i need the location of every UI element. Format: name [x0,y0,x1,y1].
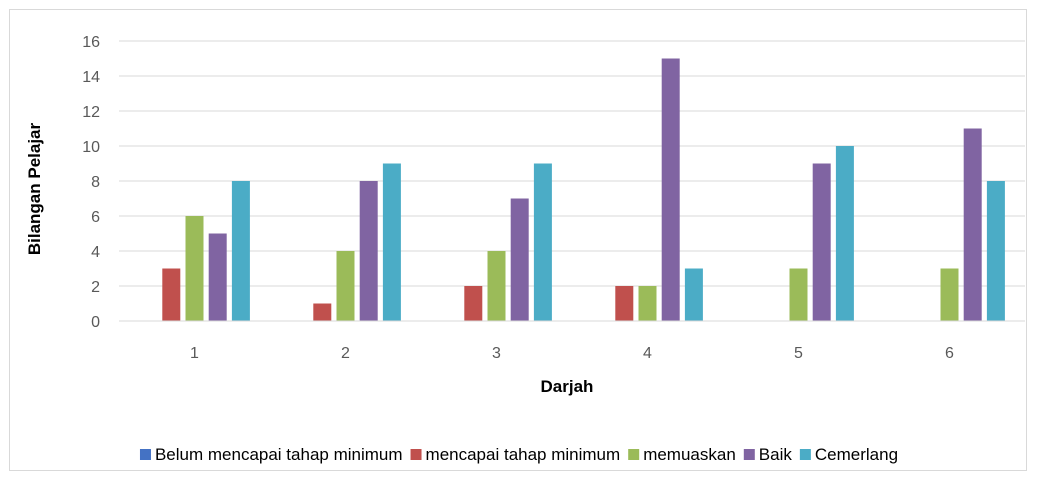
legend-item: Cemerlang [799,445,898,464]
y-tick-label: 16 [82,34,100,51]
x-tick-label: 6 [945,345,954,362]
y-axis-ticks: 0 2 4 6 8 10 12 14 16 [82,34,100,331]
x-tick-label: 5 [794,345,803,362]
bar [533,163,552,321]
legend-swatch [410,449,422,460]
legend-label: Belum mencapai tahap minimum [155,445,403,464]
x-tick-label: 3 [492,345,501,362]
bar [638,286,657,321]
legend-swatch [743,449,755,460]
bar [382,163,401,321]
legend-swatch [799,449,811,460]
x-tick-label: 2 [341,345,350,362]
legend-item: mencapai tahap minimum [410,445,621,464]
legend-item: Baik [743,445,793,464]
bar [359,181,378,321]
bar [963,128,982,321]
y-tick-label: 12 [82,104,100,121]
y-tick-label: 2 [91,279,100,296]
bar [336,251,355,321]
legend-item: Belum mencapai tahap minimum [139,445,403,464]
y-tick-label: 14 [82,69,100,86]
bar [986,181,1005,321]
x-tick-label: 1 [190,345,199,362]
legend-swatch [139,449,151,460]
bar [940,268,959,321]
legend-label: mencapai tahap minimum [426,445,621,464]
bar [313,303,332,321]
bar [185,216,204,321]
y-tick-label: 8 [91,174,100,191]
legend-label: memuaskan [643,445,736,464]
x-tick-label: 4 [643,345,652,362]
y-tick-label: 4 [91,244,100,261]
bar [835,146,854,321]
bar [162,268,181,321]
legend-label: Cemerlang [815,445,898,464]
gridlines [119,40,1025,287]
bar [231,181,250,321]
y-tick-label: 6 [91,209,100,226]
bar [789,268,808,321]
bar [812,163,831,321]
legend-label: Baik [759,445,793,464]
bar [615,286,634,321]
bar [661,58,680,321]
x-axis-title: Darjah [541,377,594,396]
legend-swatch [628,449,640,460]
y-tick-label: 10 [82,139,100,156]
y-axis-title: Bilangan Pelajar [25,122,44,255]
legend-item: memuaskan [628,445,736,464]
y-tick-label: 0 [91,314,100,331]
bars [162,58,1005,321]
bar [208,233,227,321]
bar [510,198,529,321]
legend: Belum mencapai tahap minimum mencapai tah… [139,445,898,464]
x-axis-ticks: 1 2 3 4 5 6 [190,345,954,362]
bar [487,251,506,321]
bar [464,286,483,321]
bar [684,268,703,321]
